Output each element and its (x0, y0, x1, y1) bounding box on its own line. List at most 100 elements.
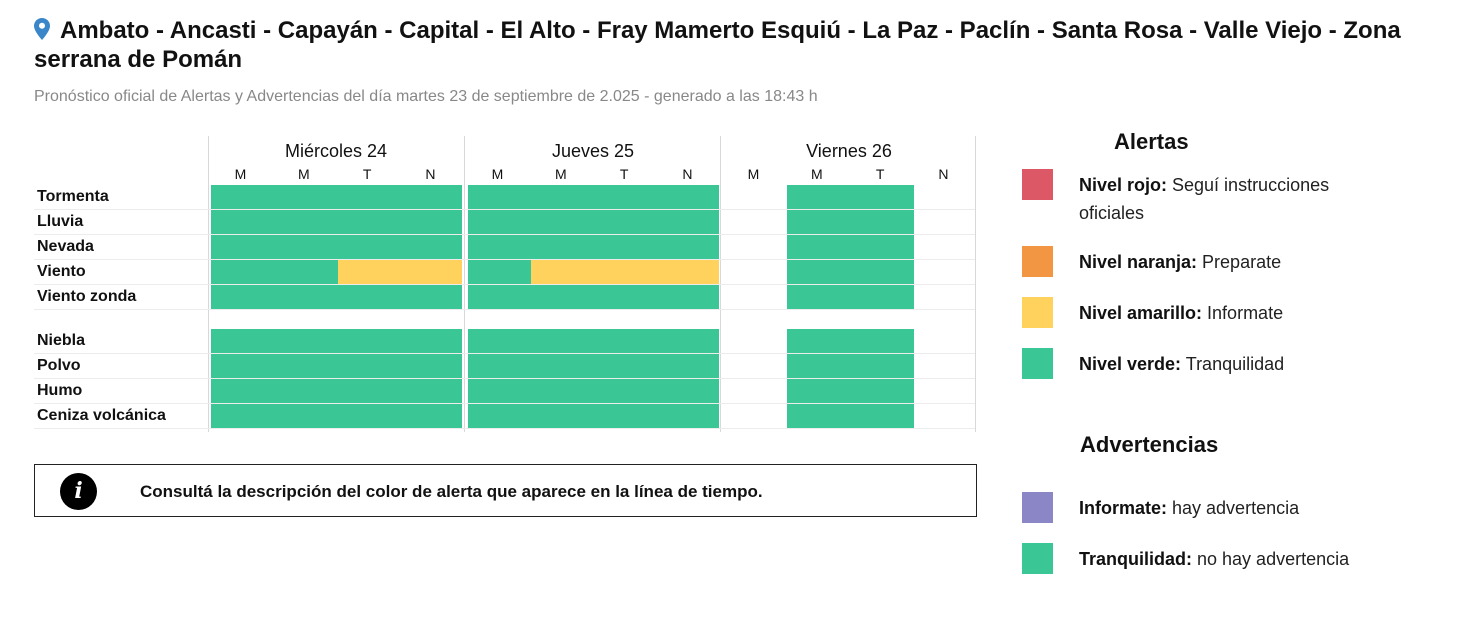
timeline-cell-verde[interactable] (211, 354, 275, 378)
timeline-cell-verde[interactable] (531, 354, 596, 378)
timeline-cell-amarillo[interactable] (400, 260, 463, 284)
timeline-cell-verde[interactable] (850, 210, 915, 234)
timeline-cell-verde[interactable] (594, 185, 659, 209)
timeline-cell-verde[interactable] (657, 210, 720, 234)
time-slot-label: T (619, 166, 629, 182)
timeline-cell-verde[interactable] (531, 404, 596, 428)
timeline-cell-verde[interactable] (211, 285, 275, 309)
timeline-cell-verde[interactable] (468, 185, 532, 209)
timeline-cell-verde[interactable] (468, 329, 532, 353)
time-slot-label: T (362, 166, 372, 182)
timeline-cell-verde[interactable] (787, 210, 852, 234)
timeline-cell-verde[interactable] (468, 260, 532, 284)
timeline-cell-verde[interactable] (400, 329, 463, 353)
timeline-cell-verde[interactable] (850, 379, 915, 403)
timeline-cell-verde[interactable] (594, 285, 659, 309)
timeline-cell-verde[interactable] (274, 235, 339, 259)
timeline-cell-verde[interactable] (468, 379, 532, 403)
timeline-cell-verde[interactable] (594, 329, 659, 353)
timeline-cell-verde[interactable] (211, 235, 275, 259)
timeline-cell-verde[interactable] (850, 285, 915, 309)
timeline-cell-verde[interactable] (400, 379, 463, 403)
timeline-cell-verde[interactable] (594, 354, 659, 378)
time-slot-label: M (810, 166, 823, 182)
timeline-cell-verde[interactable] (594, 404, 659, 428)
warning-row-ceniza-volcánica: Ceniza volcánica (37, 407, 166, 424)
timeline-cell-verde[interactable] (211, 185, 275, 209)
timeline-cell-verde[interactable] (337, 404, 402, 428)
timeline-cell-verde[interactable] (337, 285, 402, 309)
timeline-cell-verde[interactable] (787, 354, 852, 378)
legend-label: Nivel rojo: Seguí instrucciones oficiale… (1079, 175, 1330, 223)
timeline-cell-amarillo[interactable] (337, 260, 402, 284)
timeline-cell-verde[interactable] (400, 185, 463, 209)
timeline-cell-verde[interactable] (274, 354, 339, 378)
timeline-cell-verde[interactable] (531, 329, 596, 353)
time-slot-label: M (297, 166, 310, 182)
timeline-cell-verde[interactable] (400, 354, 463, 378)
timeline-cell-verde[interactable] (850, 235, 915, 259)
timeline-cell-verde[interactable] (531, 235, 596, 259)
timeline-cell-verde[interactable] (787, 260, 852, 284)
timeline-cell-verde[interactable] (657, 285, 720, 309)
timeline-cell-verde[interactable] (787, 235, 852, 259)
timeline-cell-verde[interactable] (850, 329, 915, 353)
timeline-cell-verde[interactable] (657, 354, 720, 378)
timeline-cell-verde[interactable] (657, 404, 720, 428)
timeline-cell-verde[interactable] (274, 210, 339, 234)
timeline-cell-verde[interactable] (337, 354, 402, 378)
timeline-cell-verde[interactable] (400, 404, 463, 428)
timeline-cell-verde[interactable] (274, 260, 339, 284)
timeline-cell-verde[interactable] (850, 185, 915, 209)
timeline-cell-verde[interactable] (787, 379, 852, 403)
timeline-cell-verde[interactable] (274, 185, 339, 209)
timeline-cell-verde[interactable] (531, 285, 596, 309)
timeline-cell-verde[interactable] (211, 329, 275, 353)
timeline-cell-verde[interactable] (400, 210, 463, 234)
timeline-cell-verde[interactable] (468, 285, 532, 309)
timeline-cell-verde[interactable] (850, 404, 915, 428)
timeline-cell-verde[interactable] (211, 210, 275, 234)
timeline-cell-verde[interactable] (787, 329, 852, 353)
timeline-cell-verde[interactable] (274, 404, 339, 428)
timeline-cell-verde[interactable] (274, 285, 339, 309)
timeline-cell-verde[interactable] (657, 235, 720, 259)
timeline-cell-verde[interactable] (787, 285, 852, 309)
timeline-cell-verde[interactable] (657, 185, 720, 209)
timeline-cell-amarillo[interactable] (531, 260, 596, 284)
timeline-cell-verde[interactable] (657, 329, 720, 353)
timeline-cell-amarillo[interactable] (594, 260, 659, 284)
timeline-cell-verde[interactable] (400, 285, 463, 309)
timeline-cell-verde[interactable] (468, 404, 532, 428)
timeline-cell-verde[interactable] (337, 210, 402, 234)
alert-row-nevada: Nevada (37, 238, 94, 255)
timeline-cell-verde[interactable] (337, 379, 402, 403)
timeline-cell-verde[interactable] (400, 235, 463, 259)
timeline-cell-verde[interactable] (337, 185, 402, 209)
timeline-cell-verde[interactable] (211, 260, 275, 284)
row-divider (34, 353, 975, 354)
timeline-cell-verde[interactable] (787, 185, 852, 209)
timeline-cell-verde[interactable] (468, 354, 532, 378)
timeline-cell-verde[interactable] (657, 379, 720, 403)
color-swatch (1022, 492, 1053, 523)
timeline-cell-verde[interactable] (211, 379, 275, 403)
timeline-cell-verde[interactable] (468, 235, 532, 259)
timeline-cell-verde[interactable] (274, 379, 339, 403)
timeline-cell-verde[interactable] (468, 210, 532, 234)
timeline-cell-verde[interactable] (337, 235, 402, 259)
timeline-cell-verde[interactable] (787, 404, 852, 428)
timeline-cell-verde[interactable] (274, 329, 339, 353)
timeline-cell-verde[interactable] (531, 210, 596, 234)
timeline-cell-verde[interactable] (531, 379, 596, 403)
timeline-cell-verde[interactable] (850, 260, 915, 284)
timeline-cell-verde[interactable] (594, 379, 659, 403)
timeline-cell-verde[interactable] (850, 354, 915, 378)
timeline-cell-amarillo[interactable] (657, 260, 720, 284)
forecast-subtitle: Pronóstico oficial de Alertas y Adverten… (34, 88, 818, 105)
timeline-cell-verde[interactable] (337, 329, 402, 353)
timeline-cell-verde[interactable] (594, 235, 659, 259)
timeline-cell-verde[interactable] (594, 210, 659, 234)
timeline-cell-verde[interactable] (531, 185, 596, 209)
timeline-cell-verde[interactable] (211, 404, 275, 428)
